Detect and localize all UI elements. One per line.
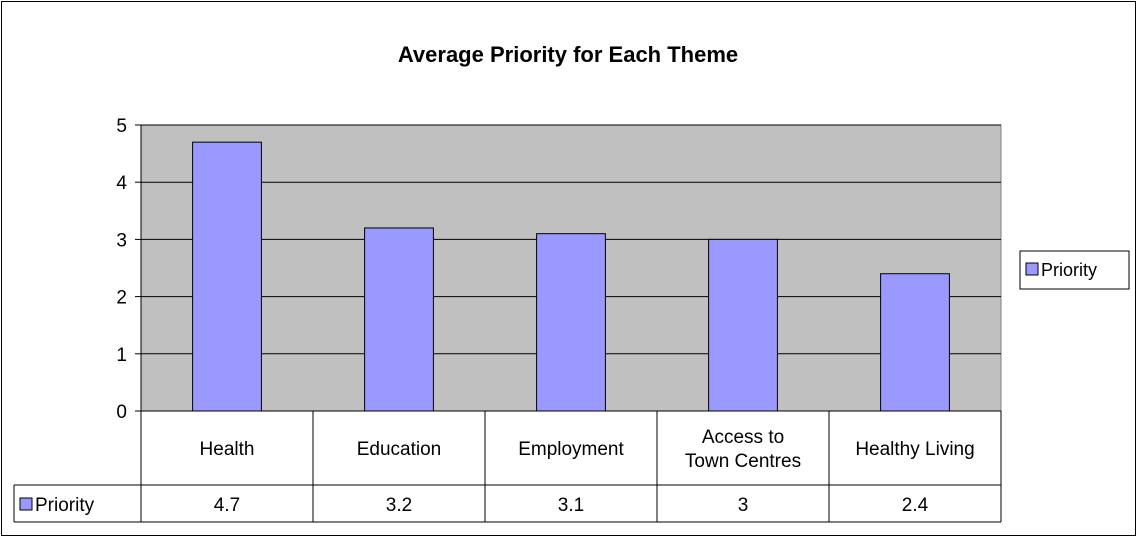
chart-title: Average Priority for Each Theme <box>398 42 738 67</box>
data-table-value: 3.2 <box>386 495 412 516</box>
data-table-value: 2.4 <box>902 495 929 516</box>
legend-swatch <box>1025 262 1039 276</box>
y-tick-label: 2 <box>116 288 127 309</box>
bars <box>192 141 950 412</box>
data-table-value: 4.7 <box>214 495 240 516</box>
y-axis: 0 1 2 3 4 5 <box>116 116 142 423</box>
table-legend-key <box>19 497 33 511</box>
y-tick-label: 3 <box>116 230 127 251</box>
data-table-value: 3 <box>738 495 749 516</box>
table-row-header: Priority <box>35 495 95 516</box>
bar <box>192 141 262 412</box>
x-tick-label: Employment <box>518 439 624 460</box>
y-tick-label: 1 <box>116 345 127 366</box>
y-tick-label: 4 <box>116 173 127 194</box>
x-tick-label: Town Centres <box>685 451 801 472</box>
legend-label: Priority <box>1041 260 1097 280</box>
x-tick-label: Healthy Living <box>855 439 974 460</box>
bar <box>536 233 606 412</box>
x-tick-label: Health <box>200 439 255 460</box>
data-table-value: 3.1 <box>558 495 584 516</box>
bar <box>364 227 434 412</box>
y-tick-label: 5 <box>116 116 127 137</box>
x-tick-label: Access to <box>702 427 784 448</box>
bar <box>880 273 950 412</box>
y-tick-label: 0 <box>116 402 127 423</box>
x-tick-label: Education <box>357 439 442 460</box>
data-table: Health Education Employment Access to Town C… <box>13 410 1002 523</box>
legend: Priority <box>1019 250 1130 290</box>
bar <box>708 238 778 412</box>
